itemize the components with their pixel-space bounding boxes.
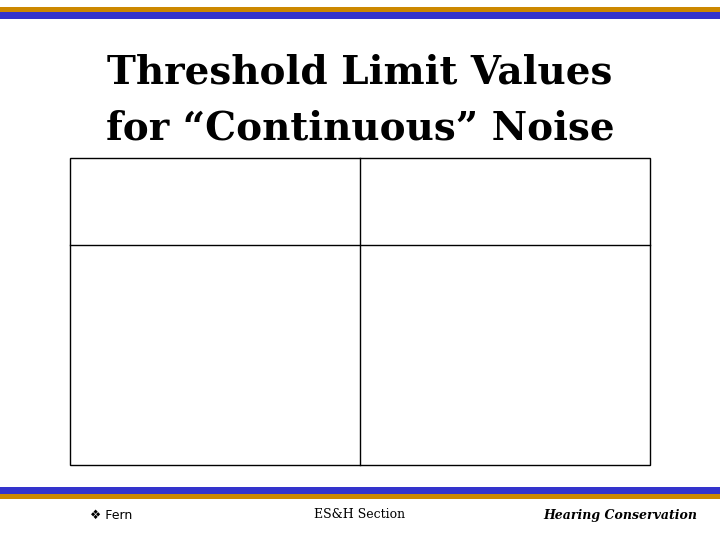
Text: Hearing Conservation: Hearing Conservation xyxy=(543,509,697,522)
Text: 8: 8 xyxy=(210,305,220,322)
Text: Sound Pressure Level: Sound Pressure Level xyxy=(420,193,590,207)
Text: SPL: SPL xyxy=(490,168,521,182)
Text: 97: 97 xyxy=(495,415,516,432)
Text: (dBA): (dBA) xyxy=(483,218,527,232)
Text: 1: 1 xyxy=(210,388,220,405)
Text: T,: T, xyxy=(209,168,221,182)
Text: 16: 16 xyxy=(204,278,225,295)
Text: Threshold Limit Values: Threshold Limit Values xyxy=(107,53,613,91)
Text: 2: 2 xyxy=(210,360,220,377)
Text: (hours): (hours) xyxy=(187,218,243,232)
Text: Duration per Day: Duration per Day xyxy=(148,193,282,207)
Text: 4: 4 xyxy=(210,333,220,350)
Text: 24: 24 xyxy=(204,250,225,267)
Text: 91: 91 xyxy=(495,360,516,377)
Text: 94: 94 xyxy=(495,388,516,405)
Text: ¼: ¼ xyxy=(207,443,223,460)
Text: 100: 100 xyxy=(489,443,521,460)
Text: 88: 88 xyxy=(495,333,516,350)
Text: 80: 80 xyxy=(495,250,516,267)
Text: ES&H Section: ES&H Section xyxy=(315,509,405,522)
Text: 82: 82 xyxy=(495,278,516,295)
Text: 85: 85 xyxy=(495,305,516,322)
Text: ½: ½ xyxy=(207,415,223,432)
Text: for “Continuous” Noise: for “Continuous” Noise xyxy=(106,109,614,147)
Text: ❖ Fern: ❖ Fern xyxy=(90,509,132,522)
